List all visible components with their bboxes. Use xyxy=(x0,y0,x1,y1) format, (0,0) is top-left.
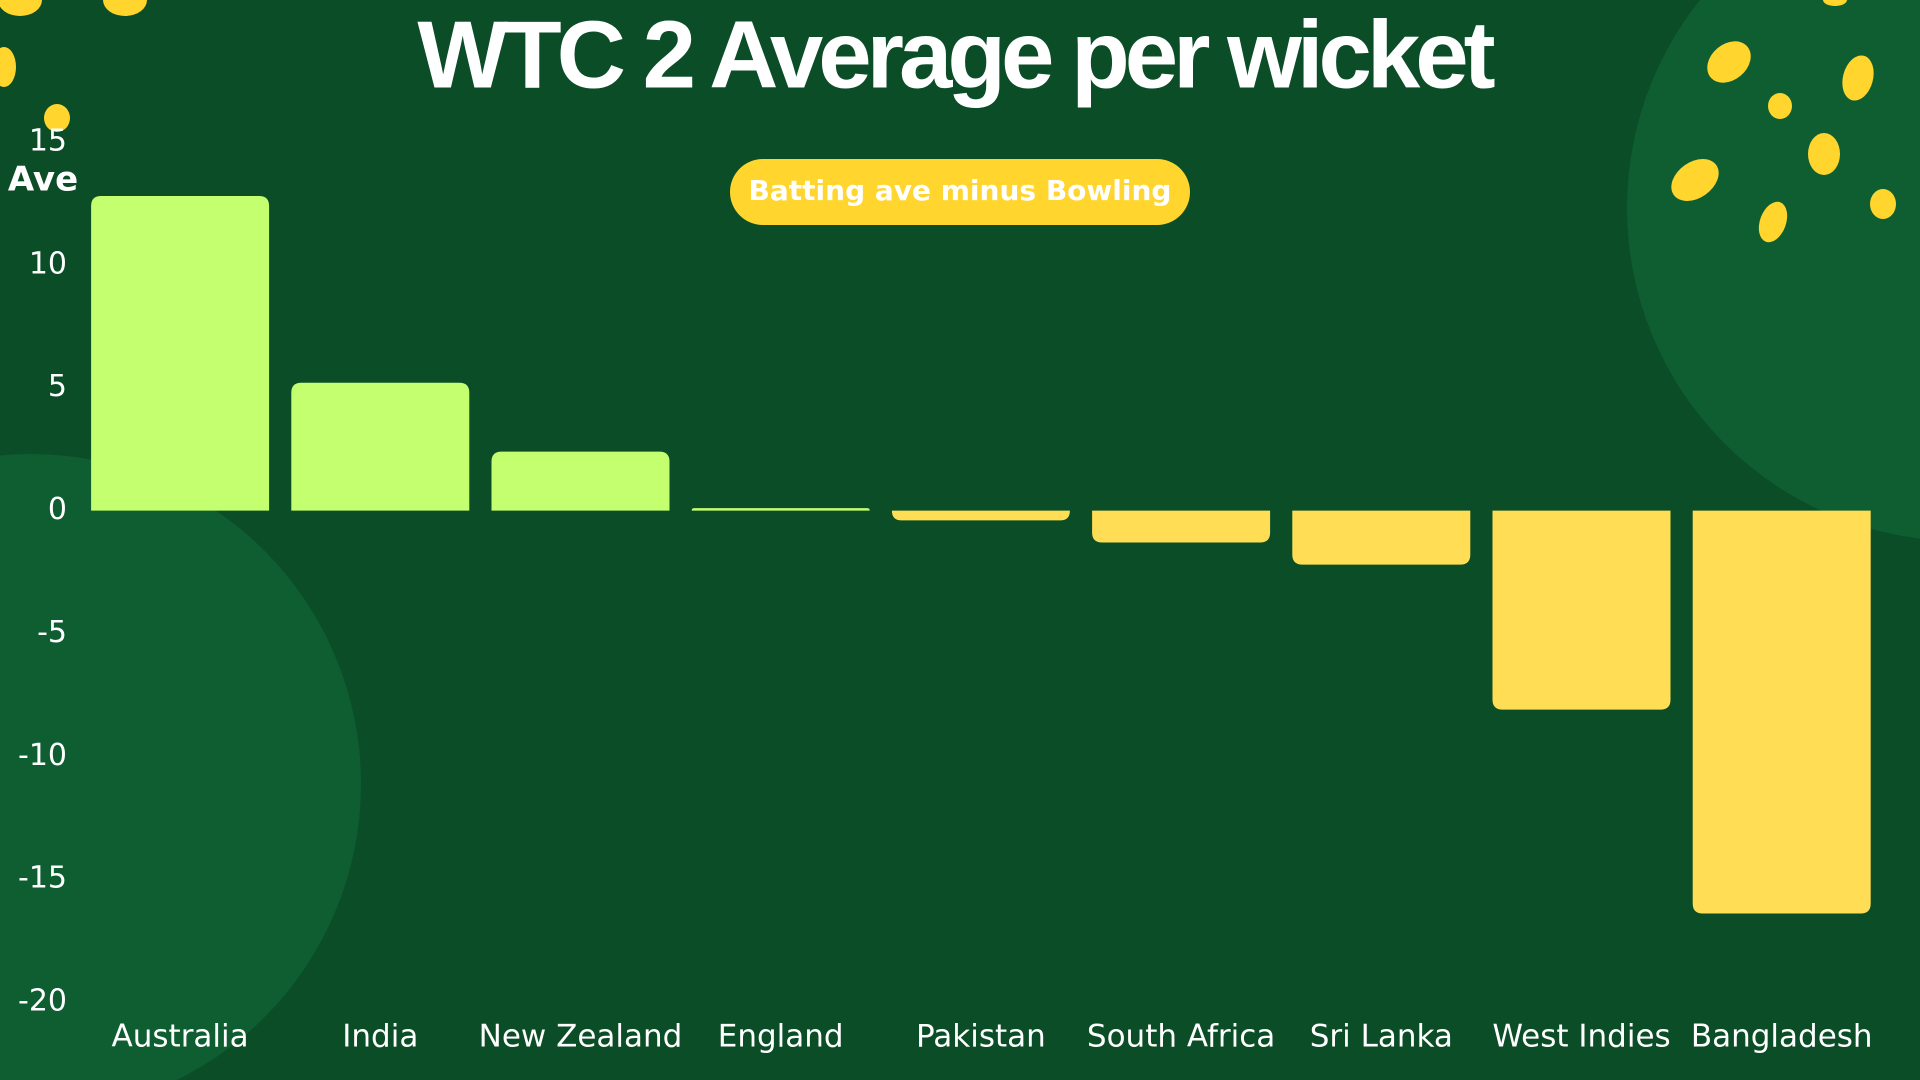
x-tick-label: New Zealand xyxy=(479,1019,683,1055)
y-tick-label: -5 xyxy=(37,615,67,650)
x-tick-label: West Indies xyxy=(1492,1019,1670,1055)
bar xyxy=(891,510,1070,521)
y-tick-label: -10 xyxy=(18,738,67,773)
chart-title: WTC 2 Average per wicket xyxy=(417,1,1494,108)
bar xyxy=(291,382,470,511)
x-tick-label: Pakistan xyxy=(916,1019,1046,1055)
y-tick-label: 10 xyxy=(29,246,67,281)
bar xyxy=(491,451,670,511)
y-tick-label: -15 xyxy=(18,861,67,896)
x-tick-label: Australia xyxy=(112,1019,249,1055)
y-axis-label: Ave xyxy=(8,160,78,200)
y-tick-label: 5 xyxy=(48,369,67,404)
bar xyxy=(691,508,870,511)
x-tick-label: South Africa xyxy=(1087,1019,1275,1055)
bar xyxy=(91,196,270,511)
x-tick-label: India xyxy=(342,1019,418,1055)
chart-subtitle: Batting ave minus Bowling xyxy=(749,174,1172,207)
bar xyxy=(1092,510,1271,543)
y-tick-label: -20 xyxy=(18,984,67,1019)
x-tick-label: England xyxy=(718,1019,844,1055)
y-tick-label: 15 xyxy=(29,124,67,159)
bar xyxy=(1492,510,1671,710)
x-tick-label: Bangladesh xyxy=(1691,1019,1873,1055)
bar xyxy=(1292,510,1471,565)
bar xyxy=(1692,510,1871,914)
y-tick-label: 0 xyxy=(48,492,67,527)
x-tick-label: Sri Lanka xyxy=(1310,1019,1453,1055)
